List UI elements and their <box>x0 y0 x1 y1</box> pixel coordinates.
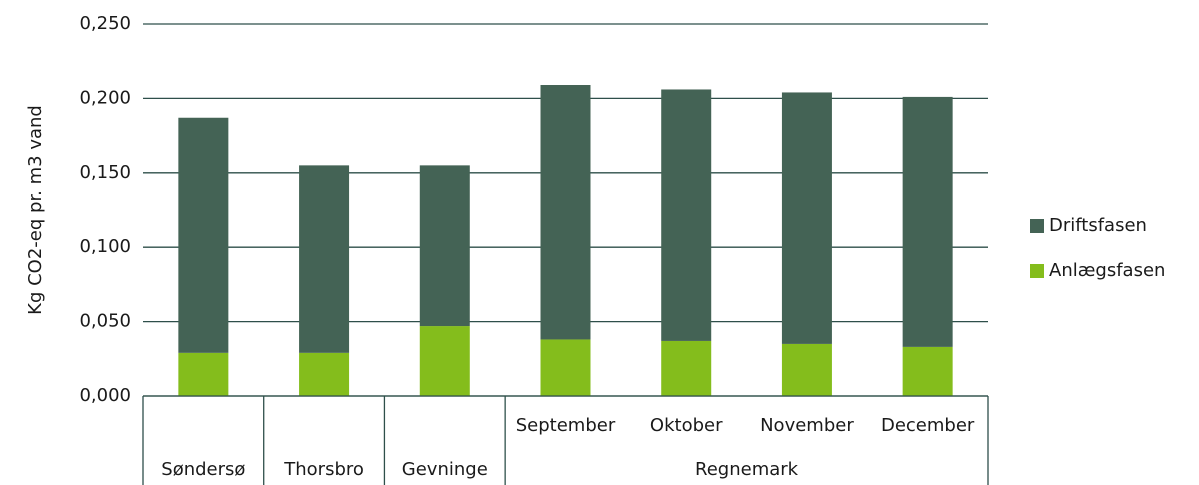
bar-segment <box>299 165 350 353</box>
y-tick-label: 0,200 <box>79 87 131 108</box>
bar-segment <box>419 165 470 327</box>
bar-segment <box>299 352 350 396</box>
bar-segment <box>781 343 832 396</box>
bar-segment <box>902 346 953 396</box>
x-tick-label: November <box>760 415 854 436</box>
bar-segment <box>178 117 229 353</box>
legend-label: Anlægsfasen <box>1049 260 1165 281</box>
y-tick-label: 0,000 <box>79 385 131 406</box>
group-label: Thorsbro <box>283 459 364 480</box>
bar-segment <box>661 340 712 396</box>
group-label: Gevninge <box>402 459 488 480</box>
y-tick-label: 0,150 <box>79 162 131 183</box>
y-axis-title: Kg CO2-eq pr. m3 vand <box>25 105 46 315</box>
bar-segment <box>661 89 712 341</box>
x-tick-label: December <box>881 415 975 436</box>
group-label: Regnemark <box>695 459 799 480</box>
bar-segment <box>419 326 470 396</box>
legend-swatch <box>1030 219 1044 233</box>
bar-segment <box>540 85 591 340</box>
x-tick-label: September <box>516 415 616 436</box>
bar-segment <box>781 92 832 344</box>
x-tick-label: Oktober <box>650 415 723 436</box>
y-tick-label: 0,100 <box>79 236 131 257</box>
group-label: Søndersø <box>161 459 245 480</box>
bar-segment <box>902 96 953 347</box>
legend-swatch <box>1030 264 1044 278</box>
bar-segment <box>540 339 591 396</box>
bar-segment <box>178 352 229 396</box>
y-tick-label: 0,250 <box>79 13 131 34</box>
y-tick-label: 0,050 <box>79 311 131 332</box>
legend-label: Driftsfasen <box>1049 215 1147 236</box>
